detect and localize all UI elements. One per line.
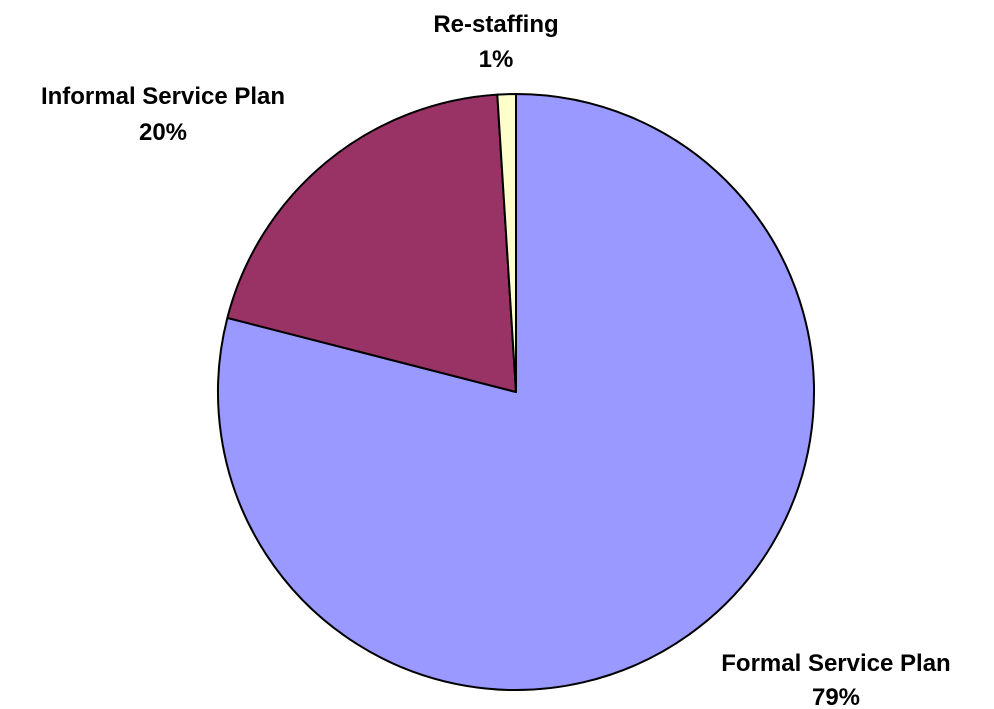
- pie-slice-re-staffing: [496, 93, 517, 393]
- slice-value-informal-service-plan: 20%: [139, 119, 187, 146]
- pie-labels: Formal Service Plan 79% Informal Service P…: [41, 11, 951, 709]
- slice-label-formal-service-plan: Formal Service Plan: [721, 650, 950, 677]
- slice-value-re-staffing: 1%: [479, 46, 514, 73]
- slice-value-formal-service-plan: 79%: [812, 684, 860, 709]
- pie-slice-formal-service-plan: [217, 93, 815, 691]
- slice-label-re-staffing: Re-staffing: [433, 11, 558, 38]
- pie-slice-informal-service-plan: [226, 93, 517, 393]
- slice-label-informal-service-plan: Informal Service Plan: [41, 83, 285, 110]
- pie-slices: [217, 93, 815, 691]
